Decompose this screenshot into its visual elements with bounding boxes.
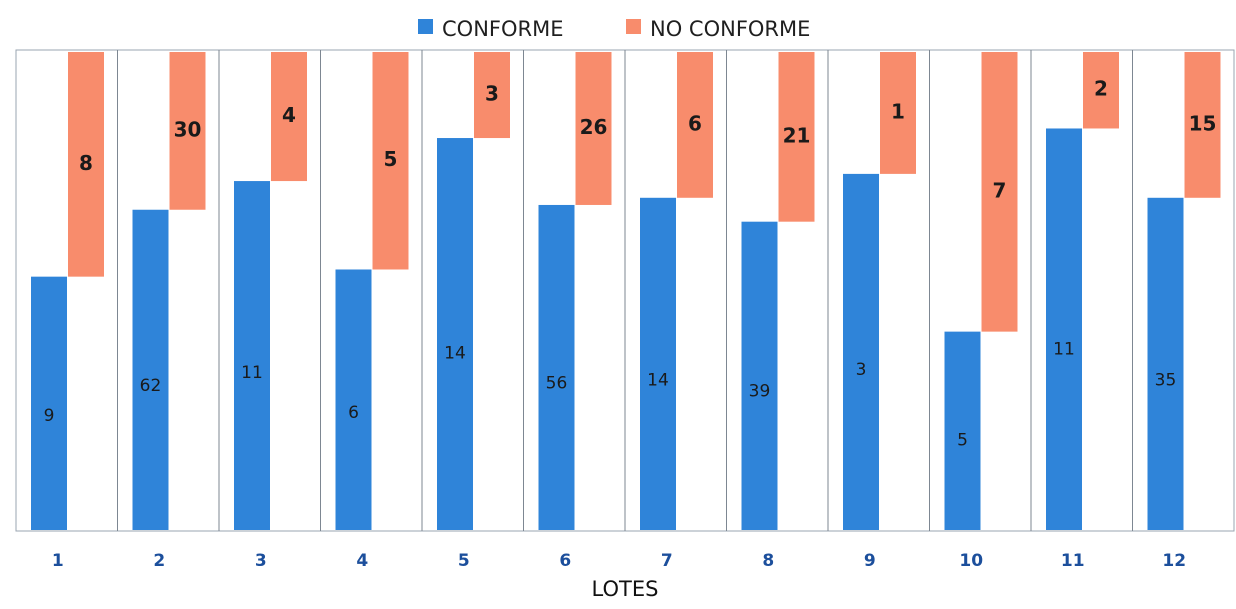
bar-conforme (437, 138, 473, 531)
legend-label-conforme: CONFORME (442, 17, 564, 41)
data-label-no-conforme: 3 (485, 82, 499, 106)
x-tick-label: 4 (356, 551, 368, 571)
data-label-no-conforme: 6 (688, 111, 702, 135)
x-tick-label: 12 (1162, 551, 1186, 571)
bar-no-conforme (1083, 52, 1119, 129)
legend-label-no-conforme: NO CONFORME (650, 17, 810, 41)
legend-swatch-no-conforme (626, 19, 641, 34)
data-label-conforme: 11 (1053, 339, 1075, 359)
data-label-conforme: 11 (241, 363, 263, 383)
data-label-no-conforme: 2 (1094, 77, 1108, 101)
x-tick-label: 11 (1061, 551, 1085, 571)
bar-no-conforme (372, 52, 409, 270)
bar-no-conforme (778, 52, 815, 222)
data-label-conforme: 62 (140, 376, 162, 396)
bar-conforme (538, 204, 575, 530)
data-label-no-conforme: 7 (993, 178, 1007, 202)
bar-no-conforme (880, 52, 916, 174)
data-label-conforme: 5 (957, 431, 968, 451)
data-label-no-conforme: 15 (1189, 111, 1217, 135)
data-label-conforme: 6 (348, 403, 359, 423)
x-tick-label: 5 (458, 551, 470, 571)
data-label-no-conforme: 5 (384, 147, 398, 171)
x-tick-label: 6 (559, 551, 571, 571)
x-tick-label: 2 (153, 551, 165, 571)
x-tick-label: 1 (52, 551, 64, 571)
bar-conforme (1046, 128, 1082, 531)
x-tick-label: 9 (864, 551, 876, 571)
x-tick-label: 7 (661, 551, 673, 571)
data-label-conforme: 3 (856, 360, 867, 380)
bar-conforme (234, 181, 270, 530)
data-label-no-conforme: 8 (79, 151, 93, 175)
data-label-no-conforme: 21 (783, 123, 811, 147)
legend-swatch-conforme (418, 19, 433, 34)
legend: CONFORME NO CONFORME (418, 17, 810, 41)
bar-no-conforme (677, 52, 713, 198)
data-label-conforme: 56 (546, 374, 568, 394)
bar-no-conforme (474, 52, 510, 139)
data-label-conforme: 39 (749, 381, 771, 401)
data-label-conforme: 35 (1155, 371, 1177, 391)
grid-separators (117, 50, 1133, 531)
x-tick-label: 10 (959, 551, 983, 571)
bar-conforme (1147, 197, 1184, 531)
bar-conforme (335, 269, 372, 530)
bar-no-conforme (981, 52, 1018, 332)
data-label-conforme: 9 (44, 406, 55, 426)
data-label-conforme: 14 (444, 344, 466, 364)
bar-conforme (31, 276, 67, 530)
x-tick-label: 3 (255, 551, 267, 571)
bar-no-conforme (68, 52, 104, 277)
bar-conforme (640, 197, 676, 531)
bar-conforme (843, 173, 879, 530)
data-label-no-conforme: 30 (174, 117, 202, 141)
x-axis-label: LOTES (592, 577, 659, 601)
bar-no-conforme (271, 52, 307, 182)
bar-conforme (132, 209, 169, 531)
bar-no-conforme (1184, 52, 1221, 198)
bar-no-conforme (575, 52, 612, 205)
bar-no-conforme (169, 52, 206, 210)
x-tick-label: 8 (762, 551, 774, 571)
bar-conforme (944, 331, 981, 530)
bar-conforme (741, 221, 778, 530)
data-label-no-conforme: 1 (891, 99, 905, 123)
data-label-conforme: 14 (647, 371, 669, 391)
x-tick-labels: 1 2 3 4 5 6 7 8 9 10 11 12 (52, 551, 1186, 571)
data-label-no-conforme: 4 (282, 103, 296, 127)
data-label-no-conforme: 26 (580, 115, 608, 139)
